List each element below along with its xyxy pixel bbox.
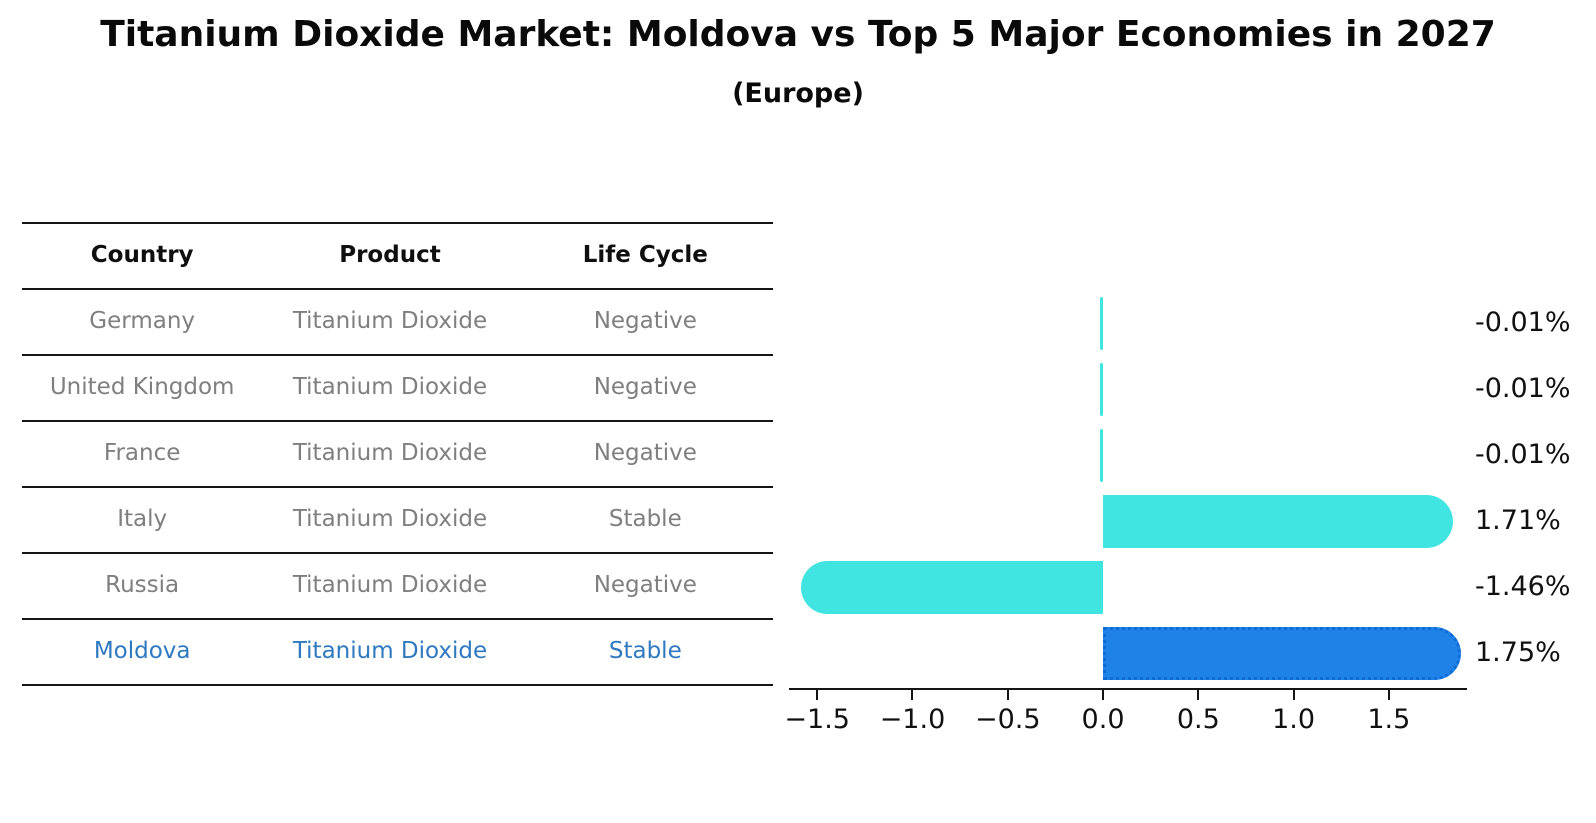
bar-italy [1103,494,1453,548]
bar-moldova [1103,626,1461,680]
table-cell-product: Titanium Dioxide [292,374,488,401]
bar-united-kingdom [1100,362,1104,416]
table-cell-product: Titanium Dioxide [292,572,488,599]
table-header-country: Country [90,242,194,269]
table-cell-life_cycle: Stable [608,638,682,665]
bar-france [1100,428,1104,482]
table-cell-country: Russia [105,572,180,599]
x-tick-label: −0.5 [974,704,1041,735]
table-cell-life_cycle: Negative [593,308,697,335]
table-row-germany: Germany Titanium Dioxide Negative [22,290,773,356]
bar-germany [1100,296,1104,350]
bar-value-label: 1.71% [1475,505,1561,536]
x-tick-mark [1006,690,1009,700]
x-tick-label: 1.5 [1367,704,1411,735]
table-cell-country: France [103,440,181,467]
table-row-moldova: Moldova Titanium Dioxide Stable [22,620,773,686]
x-tick-mark [1197,690,1200,700]
x-tick-label: 0.0 [1081,704,1125,735]
x-tick-label: −1.5 [784,704,850,735]
page-title: Titanium Dioxide Market: Moldova vs Top … [100,14,1496,55]
table-cell-country: Italy [117,506,168,533]
table-cell-life_cycle: Negative [593,572,697,599]
table-cell-life_cycle: Stable [608,506,682,533]
bar-value-label: -1.46% [1475,571,1571,602]
country-table: Country Product Life Cycle Germany Titanium … [22,222,773,686]
x-tick-label: 1.0 [1272,704,1316,735]
bar-value-label: -0.01% [1475,439,1571,470]
x-tick-label: 0.5 [1176,704,1220,735]
x-tick-mark [1102,690,1105,700]
table-row-russia: Russia Titanium Dioxide Negative [22,554,773,620]
table-header-row: Country Product Life Cycle [22,224,773,290]
x-tick-mark [1387,690,1390,700]
table-cell-country: Germany [89,308,196,335]
table-row-italy: Italy Titanium Dioxide Stable [22,488,773,554]
bar-value-label: -0.01% [1475,307,1571,338]
table-cell-product: Titanium Dioxide [292,638,488,665]
table-cell-product: Titanium Dioxide [292,440,488,467]
table-cell-country: Moldova [93,638,191,665]
page-subtitle: (Europe) [732,78,864,109]
table-cell-life_cycle: Negative [593,374,697,401]
x-tick-label: −1.0 [879,704,946,735]
bar-russia [800,560,1104,614]
table-cell-product: Titanium Dioxide [292,308,488,335]
x-tick-mark [816,690,819,700]
bar-chart: −1.5 −1.0 −0.5 0.0 0.5 1.0 1.5 [784,292,1467,735]
table-cell-product: Titanium Dioxide [292,506,488,533]
bar-value-label: -0.01% [1475,373,1571,404]
table-header-product: Product [339,242,441,269]
x-tick-mark [1292,690,1295,700]
table-row-france: France Titanium Dioxide Negative [22,422,773,488]
x-tick-mark [911,690,914,700]
bar-value-label: 1.75% [1475,637,1561,668]
table-row-united-kingdom: United Kingdom Titanium Dioxide Negative [22,356,773,422]
table-cell-life_cycle: Negative [593,440,697,467]
table-header-life_cycle: Life Cycle [582,242,708,269]
table-cell-country: United Kingdom [49,374,235,401]
